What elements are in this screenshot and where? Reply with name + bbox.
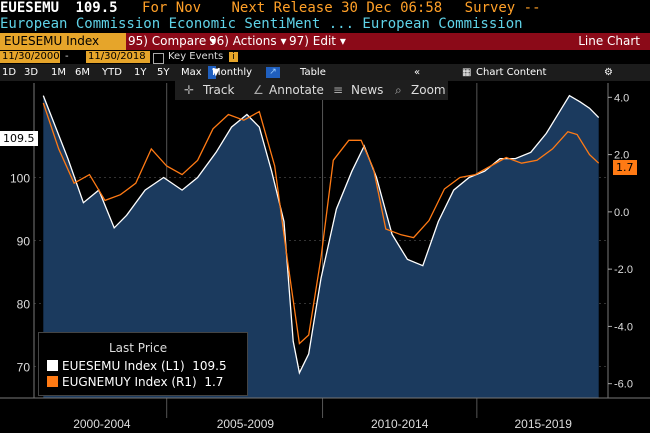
table-button[interactable]: Table xyxy=(300,67,326,78)
periodicity-label: Monthly xyxy=(212,67,253,78)
left-tick-label: 100 xyxy=(10,172,30,186)
key-events-info-icon[interactable]: i xyxy=(229,52,238,62)
next-release: Next Release 30 Dec 06:58 xyxy=(231,0,443,16)
legend-series-name: EUESEMU Index (L1) xyxy=(62,359,185,373)
header-bar: EUESEMU 109.5 For Nov Next Release 30 De… xyxy=(0,0,650,17)
zoom-icon: ⌕ xyxy=(395,83,402,97)
end-date-input[interactable]: 11/30/2018 xyxy=(86,51,150,63)
key-events-checkbox[interactable] xyxy=(153,53,164,64)
left-tick-label: 90 xyxy=(17,235,31,249)
command-bar: EUESEMU Index 95) Compare ▾ 96) Actions … xyxy=(0,33,650,50)
last-value-tag-left: 109.5 xyxy=(0,131,38,146)
right-tick-label: 2.0 xyxy=(614,150,629,162)
collapse-icon[interactable]: « xyxy=(414,67,421,78)
annotate-icon: ∠ xyxy=(253,83,264,97)
date-separator: - xyxy=(65,51,69,62)
legend-swatch-white xyxy=(47,360,58,371)
line-chart-icon[interactable]: ↗ xyxy=(266,67,280,78)
track-button[interactable]: Track xyxy=(203,83,235,97)
compare-menu[interactable]: 95) Compare ▾ xyxy=(124,33,220,50)
last-value-tag-right: 1.7 xyxy=(613,160,637,175)
last-price: 109.5 xyxy=(75,0,118,16)
legend-swatch-orange xyxy=(47,376,58,387)
compare-label: 95) Compare xyxy=(128,34,207,48)
legend: Last Price EUESEMU Index (L1) 109.5 EUGN… xyxy=(38,332,248,396)
left-tick-label: 80 xyxy=(17,298,31,312)
right-tick-label: 0.0 xyxy=(614,207,629,219)
ticker: EUESEMU xyxy=(0,0,60,16)
periodicity-select[interactable]: Monthly ▼ xyxy=(208,66,252,79)
key-events-label: Key Events xyxy=(168,51,224,62)
annotate-button[interactable]: Annotate xyxy=(269,83,324,97)
settings-gear-icon[interactable]: ⚙ xyxy=(604,67,613,78)
time-range-bar: 1D 3D 1M 6M YTD 1Y 5Y Max Monthly ▼ ↗ Ta… xyxy=(0,64,650,81)
survey: Survey -- xyxy=(464,0,541,16)
range-max[interactable]: Max xyxy=(181,67,202,78)
news-button[interactable]: News xyxy=(351,83,384,97)
right-tick-label: -4.0 xyxy=(614,321,633,333)
white-series-area xyxy=(43,95,599,398)
news-icon: ≡ xyxy=(333,83,344,97)
for-period: For Nov xyxy=(142,0,202,16)
chart-content-icon: ▦ xyxy=(462,67,472,78)
x-tick-label: 2005-2009 xyxy=(217,417,275,431)
range-5y[interactable]: 5Y xyxy=(157,67,170,78)
date-row: 11/30/2000 - 11/30/2018 Key Events i xyxy=(0,50,650,64)
range-1m[interactable]: 1M xyxy=(51,67,66,78)
right-tick-label: -6.0 xyxy=(614,379,633,391)
edit-menu[interactable]: 97) Edit ▾ xyxy=(285,33,350,50)
actions-label: 96) Actions xyxy=(209,34,277,48)
range-ytd[interactable]: YTD xyxy=(102,67,122,78)
subtitle: European Commission Economic SentiMent .… xyxy=(0,16,523,32)
white-series-line xyxy=(42,94,600,375)
range-3d[interactable]: 3D xyxy=(24,67,39,78)
compare-dropdown-icon: ▾ xyxy=(210,34,217,48)
periodicity-dropdown-icon: ▼ xyxy=(212,67,220,78)
orange-series-line xyxy=(42,102,600,345)
track-icon: ✛ xyxy=(184,83,195,97)
x-tick-label: 2000-2004 xyxy=(73,417,131,431)
x-tick-label: 2010-2014 xyxy=(371,417,429,431)
x-tick-label: 2015-2019 xyxy=(514,417,572,431)
security-input[interactable]: EUESEMU Index xyxy=(0,33,126,50)
range-1d[interactable]: 1D xyxy=(2,67,17,78)
range-1y[interactable]: 1Y xyxy=(134,67,147,78)
right-tick-label: 4.0 xyxy=(614,92,629,104)
view-label[interactable]: Line Chart xyxy=(578,34,640,48)
start-date-input[interactable]: 11/30/2000 xyxy=(0,51,60,63)
legend-series-last: 1.7 xyxy=(204,375,224,389)
right-tick-label: -2.0 xyxy=(614,264,633,276)
zoom-button[interactable]: Zoom xyxy=(411,83,446,97)
left-tick-label: 70 xyxy=(17,361,31,375)
edit-dropdown-icon: ▾ xyxy=(339,34,346,48)
actions-menu[interactable]: 96) Actions ▾ xyxy=(205,33,290,50)
chart-content-button[interactable]: Chart Content xyxy=(476,67,547,78)
range-6m[interactable]: 6M xyxy=(75,67,90,78)
legend-item-white: EUESEMU Index (L1) 109.5 xyxy=(47,358,227,374)
legend-series-name: EUGNEMUY Index (R1) xyxy=(62,375,197,389)
chart-toolbar: ✛ Track ∠ Annotate ≡ News ⌕ Zoom xyxy=(175,80,448,100)
actions-dropdown-icon: ▾ xyxy=(280,34,287,48)
legend-title: Last Price xyxy=(109,341,168,355)
edit-label: 97) Edit xyxy=(289,34,337,48)
legend-item-orange: EUGNEMUY Index (R1) 1.7 xyxy=(47,374,223,390)
legend-series-last: 109.5 xyxy=(192,359,227,373)
